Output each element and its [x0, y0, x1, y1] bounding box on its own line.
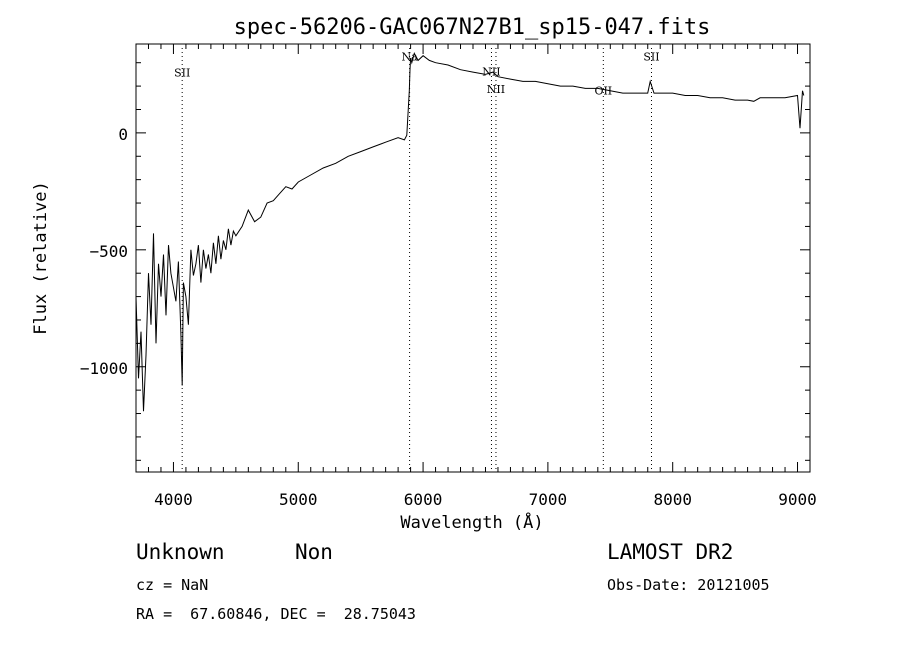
y-tick-label: −1000: [80, 359, 128, 378]
x-tick-label: 8000: [653, 490, 692, 509]
x-tick-label: 5000: [279, 490, 318, 509]
subclass-label: Non: [295, 540, 333, 564]
emission-line-label: SII: [174, 67, 190, 80]
y-tick-labels: 0 −500 −1000: [80, 125, 128, 378]
redshift-label: cz = NaN: [136, 576, 209, 594]
coordinates-label: RA = 67.60846, DEC = 28.75043: [136, 605, 416, 623]
obs-date-label: Obs-Date: 20121005: [607, 576, 770, 594]
emission-line-label: NII: [487, 83, 505, 96]
x-tick-label: 9000: [778, 490, 817, 509]
x-tick-labels: 4000 5000 6000 7000 8000 9000: [154, 490, 817, 509]
chart-title: spec-56206-GAC067N27B1_sp15-047.fits: [234, 15, 711, 40]
axis-ticks: [135, 44, 811, 472]
x-axis-label: Wavelength (Å): [400, 511, 543, 533]
plot-frame: [135, 43, 811, 473]
x-tick-label: 6000: [404, 490, 443, 509]
survey-label: LAMOST DR2: [607, 540, 734, 564]
spectrum-line: [135, 52, 805, 412]
y-axis-label: Flux (relative): [31, 181, 51, 335]
x-tick-label: 4000: [154, 490, 193, 509]
class-label: Unknown: [136, 540, 225, 564]
y-tick-label: 0: [118, 125, 128, 144]
y-tick-label: −500: [89, 242, 128, 261]
emission-line-label: OII: [594, 84, 612, 97]
x-tick-label: 7000: [529, 490, 568, 509]
emission-line-label: SII: [643, 50, 659, 63]
